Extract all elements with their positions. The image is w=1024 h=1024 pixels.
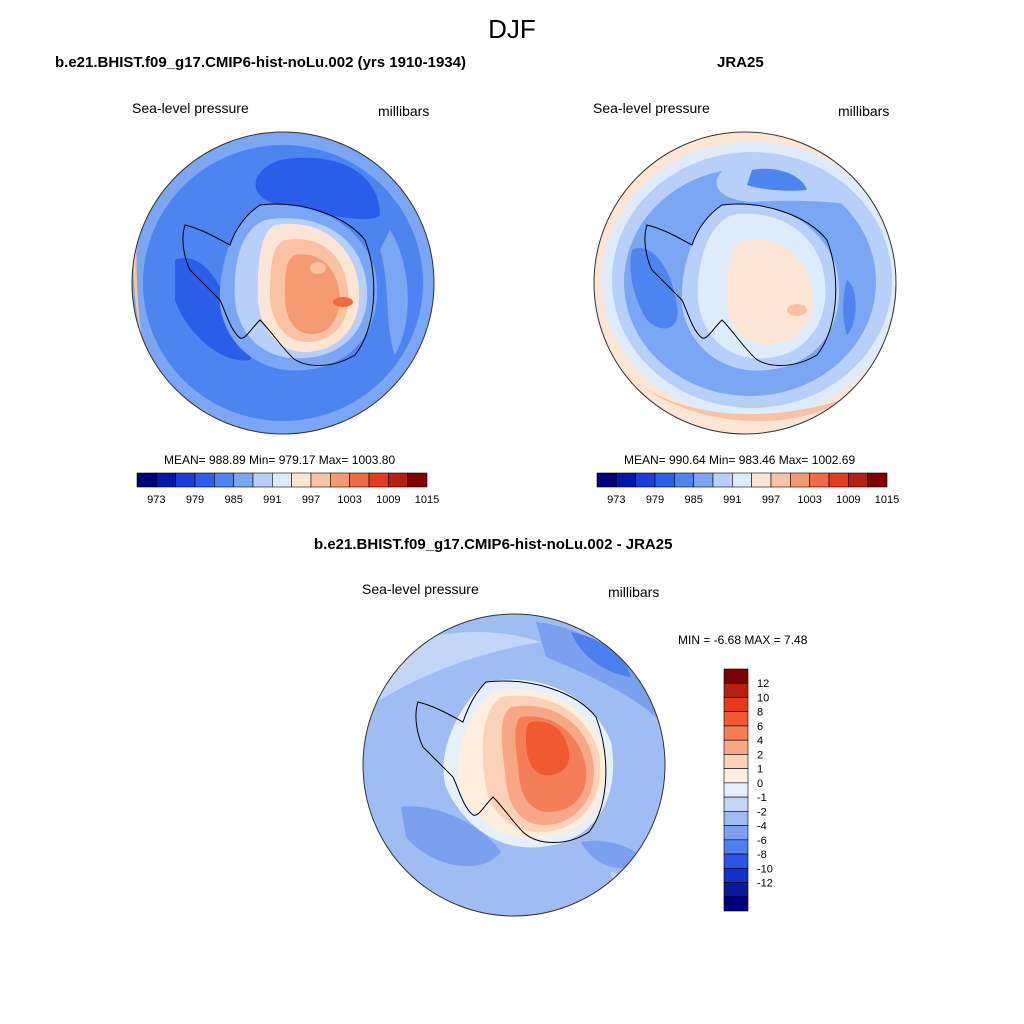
colorbar-tick-label: 2 bbox=[757, 749, 763, 761]
main-title: DJF bbox=[488, 14, 536, 44]
panel3-polar-map bbox=[362, 613, 666, 917]
colorbar-box bbox=[723, 725, 749, 741]
colorbar-box bbox=[723, 782, 749, 798]
colorbar-box bbox=[635, 472, 656, 488]
colorbar-tick-label: 0 bbox=[757, 778, 763, 790]
colorbar-tick-label: 1003 bbox=[337, 494, 361, 506]
colorbar-box bbox=[809, 472, 830, 488]
colorbar-box bbox=[214, 472, 234, 488]
colorbar-box bbox=[723, 882, 749, 898]
colorbar-box bbox=[867, 472, 888, 488]
colorbar-tick-label: 1 bbox=[757, 764, 763, 776]
colorbar-box bbox=[712, 472, 733, 488]
panel1-polar-map bbox=[131, 131, 435, 435]
panel3-units-label: millibars bbox=[608, 584, 660, 600]
colorbar-box bbox=[654, 472, 675, 488]
panel3-variable-label: Sea-level pressure bbox=[362, 581, 479, 597]
colorbar-box bbox=[723, 839, 749, 855]
colorbar-tick-label: 985 bbox=[224, 494, 242, 506]
panel3-title: b.e21.BHIST.f09_g17.CMIP6-hist-noLu.002 … bbox=[314, 536, 673, 553]
colorbar-box bbox=[233, 472, 254, 488]
colorbar-box bbox=[828, 472, 849, 488]
colorbar-box bbox=[136, 472, 157, 488]
colorbar-tick-label: 979 bbox=[646, 494, 664, 506]
colorbar-box bbox=[723, 697, 749, 713]
colorbar-box bbox=[693, 472, 714, 488]
colorbar-tick-label: 985 bbox=[684, 494, 702, 506]
colorbar-box bbox=[330, 472, 350, 488]
panel2-colorbar: 973 979 985 991 997 1003 1009 1015 bbox=[596, 472, 899, 506]
colorbar-tick-label: 12 bbox=[757, 678, 769, 690]
colorbar-tick-label: 991 bbox=[723, 494, 741, 506]
colorbar-box bbox=[349, 472, 370, 488]
colorbar-box bbox=[674, 472, 694, 488]
colorbar-box bbox=[848, 472, 868, 488]
colorbar-box bbox=[407, 472, 428, 488]
colorbar-box bbox=[790, 472, 810, 488]
colorbar-box bbox=[723, 867, 749, 883]
colorbar-tick-label: 6 bbox=[757, 721, 763, 733]
colorbar-box bbox=[723, 668, 749, 684]
colorbar-box bbox=[723, 853, 749, 869]
colorbar-box bbox=[723, 896, 749, 912]
panel2-stats: MEAN= 990.64 Min= 983.46 Max= 1002.69 bbox=[624, 453, 856, 467]
colorbar-box bbox=[175, 472, 196, 488]
colorbar-tick-label: 973 bbox=[607, 494, 625, 506]
colorbar-box bbox=[723, 711, 749, 727]
panel2-units-label: millibars bbox=[838, 103, 890, 119]
colorbar-box bbox=[272, 472, 292, 488]
colorbar-box bbox=[616, 472, 636, 488]
colorbar-tick-label: 1015 bbox=[415, 494, 439, 506]
colorbar-box bbox=[723, 739, 749, 755]
panel2-variable-label: Sea-level pressure bbox=[593, 100, 710, 116]
panel2-title: JRA25 bbox=[717, 54, 764, 71]
colorbar-box bbox=[751, 472, 772, 488]
colorbar-tick-label: 1003 bbox=[797, 494, 821, 506]
panel2-polar-map bbox=[593, 131, 897, 435]
colorbar-box bbox=[194, 472, 215, 488]
colorbar-box bbox=[723, 754, 749, 769]
colorbar-box bbox=[723, 682, 749, 698]
colorbar-box bbox=[723, 796, 749, 812]
panel1-variable-label: Sea-level pressure bbox=[132, 100, 249, 116]
colorbar-box bbox=[156, 472, 176, 488]
colorbar-tick-label: -6 bbox=[757, 835, 767, 847]
colorbar-tick-label: -4 bbox=[757, 821, 767, 833]
colorbar-tick-label: 8 bbox=[757, 707, 763, 719]
colorbar-tick-label: -1 bbox=[757, 792, 767, 804]
colorbar-box bbox=[291, 472, 312, 488]
colorbar-box bbox=[723, 825, 749, 841]
colorbar-tick-label: 991 bbox=[263, 494, 281, 506]
colorbar-tick-label: 4 bbox=[757, 735, 763, 747]
colorbar-tick-label: 1015 bbox=[875, 494, 899, 506]
panel1-title: b.e21.BHIST.f09_g17.CMIP6-hist-noLu.002 … bbox=[55, 54, 466, 71]
colorbar-box bbox=[770, 472, 791, 488]
colorbar-box bbox=[252, 472, 273, 488]
panel3-stats: MIN = -6.68 MAX = 7.48 bbox=[678, 633, 808, 647]
colorbar-box bbox=[368, 472, 389, 488]
colorbar-tick-label: 10 bbox=[757, 692, 769, 704]
colorbar-box bbox=[723, 768, 749, 784]
colorbar-box bbox=[388, 472, 408, 488]
colorbar-tick-label: -8 bbox=[757, 849, 767, 861]
colorbar-box bbox=[596, 472, 617, 488]
panel1-units-label: millibars bbox=[378, 103, 430, 119]
colorbar-tick-label: 997 bbox=[302, 494, 320, 506]
panel1-colorbar: 973 979 985 991 997 1003 1009 1015 bbox=[136, 472, 439, 506]
colorbar-tick-label: -2 bbox=[757, 806, 767, 818]
colorbar-tick-label: -10 bbox=[757, 863, 773, 875]
colorbar-tick-label: 1009 bbox=[376, 494, 400, 506]
colorbar-box bbox=[723, 811, 749, 826]
colorbar-tick-label: -12 bbox=[757, 878, 773, 890]
colorbar-tick-label: 979 bbox=[186, 494, 204, 506]
colorbar-box bbox=[310, 472, 331, 488]
colorbar-box bbox=[732, 472, 752, 488]
colorbar-tick-label: 973 bbox=[147, 494, 165, 506]
panel1-stats: MEAN= 988.89 Min= 979.17 Max= 1003.80 bbox=[164, 453, 396, 467]
colorbar-tick-label: 1009 bbox=[836, 494, 860, 506]
colorbar-tick-label: 997 bbox=[762, 494, 780, 506]
